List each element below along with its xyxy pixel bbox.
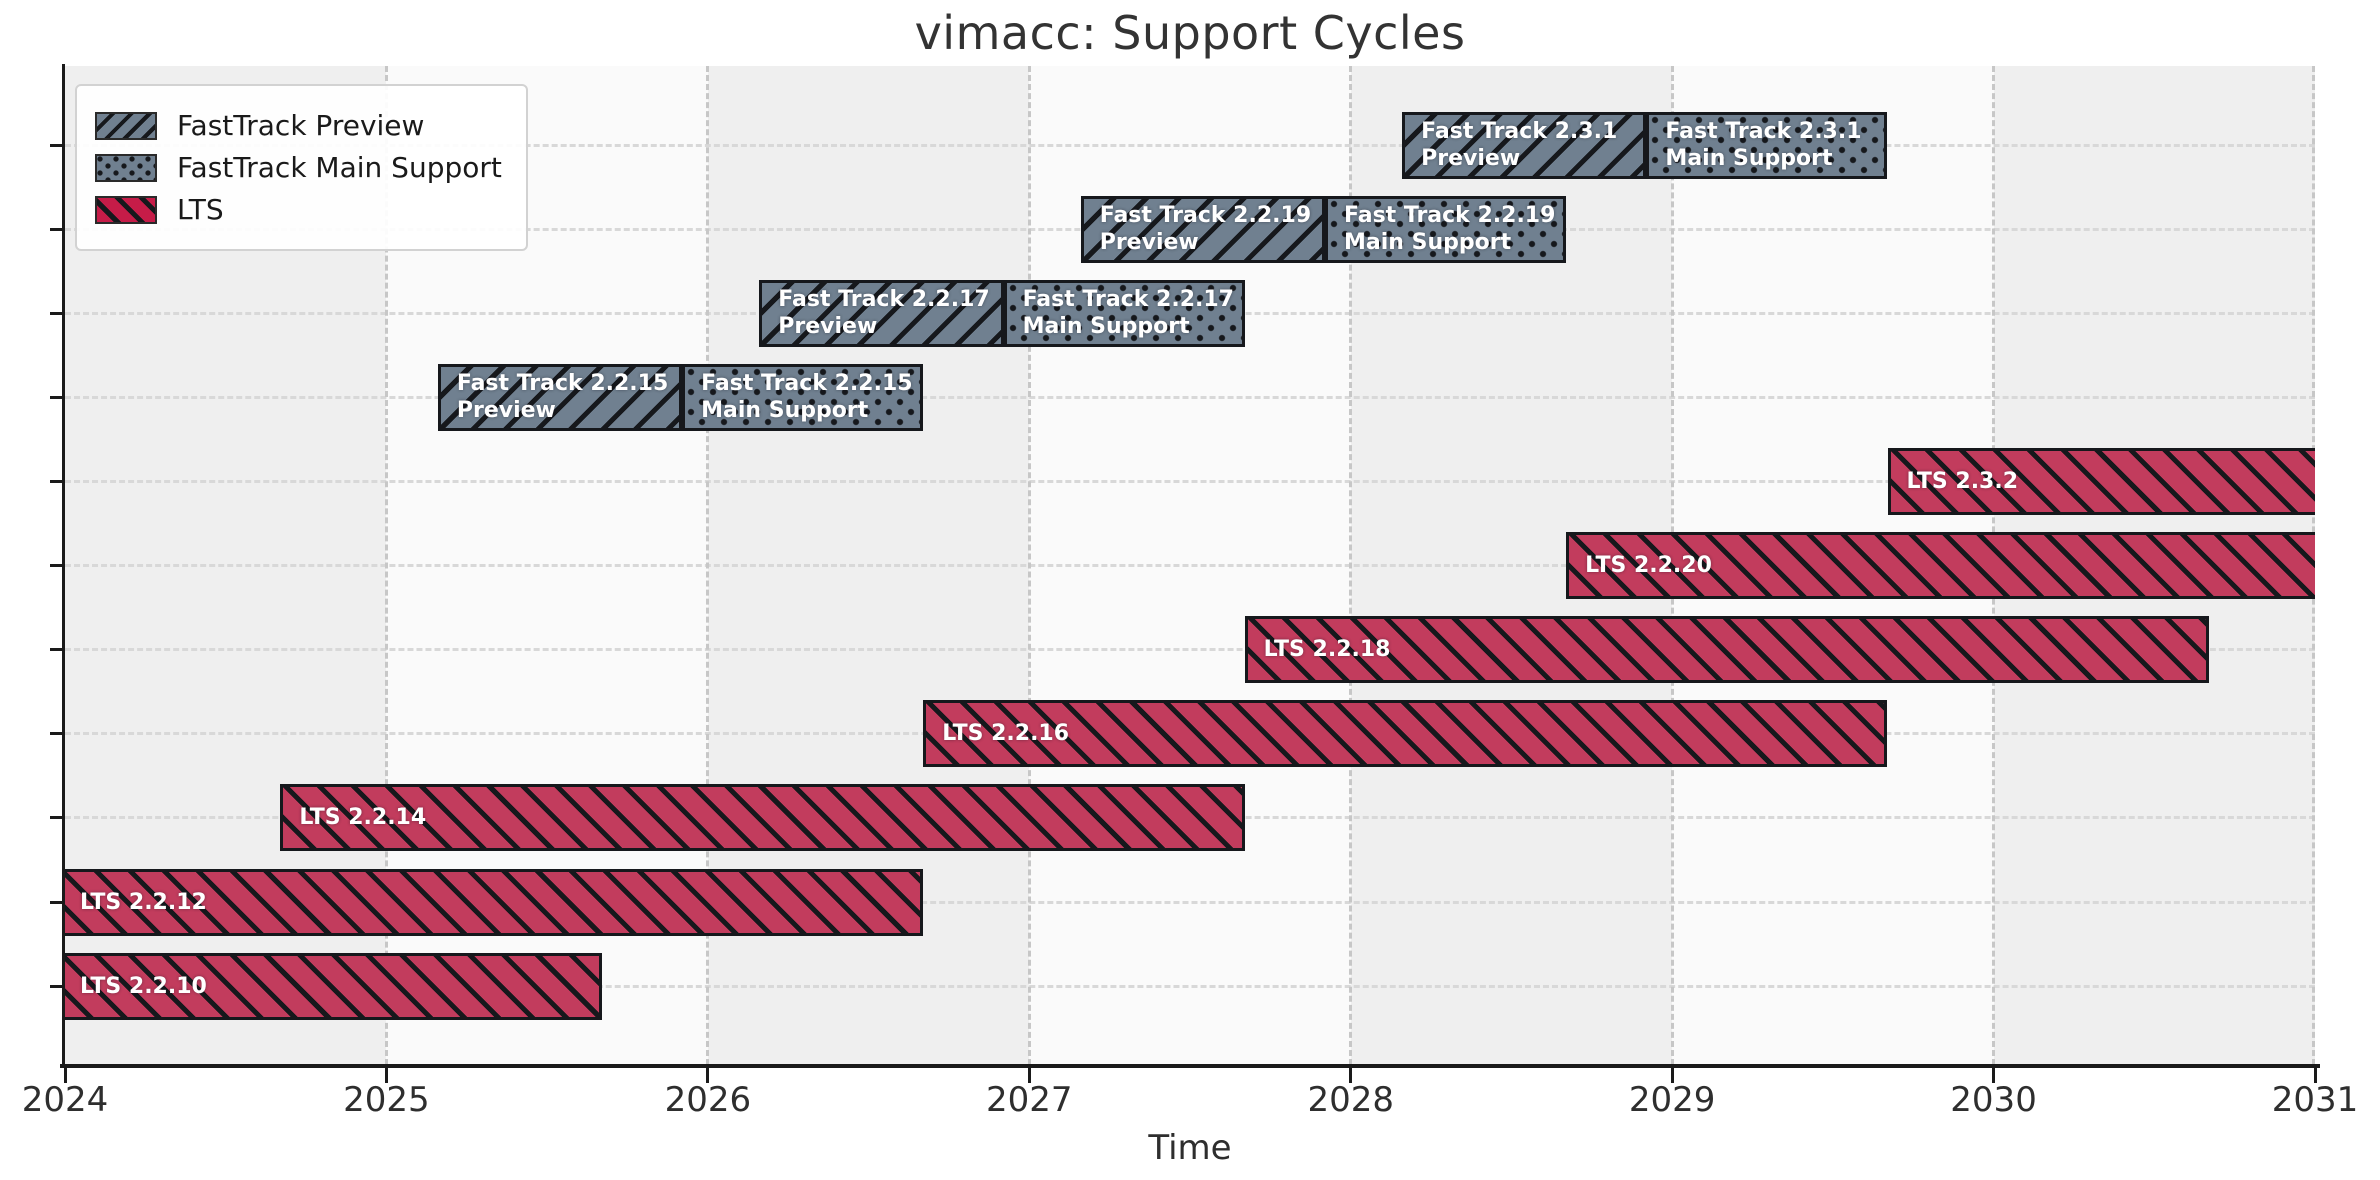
bar-label: Preview: [1421, 146, 1521, 172]
x-tick-label-2024: 2024: [21, 1080, 109, 1120]
bar-fast-track-2-2-19-main: Fast Track 2.2.19 Main Support: [1325, 195, 1567, 263]
y-tick: [50, 143, 63, 147]
bar-fast-track-2-3-1-preview: Fast Track 2.3.1 Preview: [1402, 111, 1647, 179]
bar-fast-track-2-2-19-preview: Fast Track 2.2.19 Preview: [1080, 195, 1325, 263]
year-gridline-2027: [1027, 66, 1031, 1065]
row-gridline: [65, 648, 2315, 652]
bar-fast-track-2-2-15-preview: Fast Track 2.2.15 Preview: [437, 363, 683, 431]
x-tick-2027: [1027, 1068, 1031, 1083]
bar-label: LTS 2.3.2: [1906, 469, 2019, 494]
x-axis-title: Time: [1148, 1128, 1232, 1168]
y-tick: [50, 311, 63, 315]
y-tick: [50, 227, 63, 231]
bar-label: LTS 2.2.16: [942, 721, 1070, 747]
year-gridline-2025: [384, 66, 388, 1065]
bar-label: Main Support: [1665, 146, 1833, 172]
x-tick-label-2027: 2027: [986, 1080, 1073, 1120]
bar-lts-2-2-20: LTS 2.2.20: [1566, 532, 2315, 600]
x-tick-2030: [1992, 1068, 1996, 1083]
legend-item-main: FastTrack Main Support: [95, 151, 502, 184]
bar-label: Preview: [456, 398, 556, 424]
x-tick-2024: [63, 1068, 67, 1083]
bar-label: Fast Track 2.3.1: [1665, 119, 1862, 145]
legend-item-preview: FastTrack Preview: [95, 109, 502, 142]
bar-label: Preview: [778, 314, 878, 340]
row-gridline: [65, 143, 2315, 147]
bar-label: Fast Track 2.2.19: [1344, 203, 1556, 229]
x-tick-2031: [2313, 1068, 2317, 1083]
bar-label: Fast Track 2.2.15: [456, 371, 669, 397]
row-gridline: [65, 900, 2315, 904]
bar-lts-2-2-14: LTS 2.2.14: [280, 784, 1245, 852]
row-gridline: [65, 564, 2315, 568]
y-tick: [50, 480, 63, 483]
x-tick-label-2028: 2028: [1307, 1080, 1394, 1120]
chart-title: vimacc: Support Cycles: [914, 6, 1466, 60]
bar-label: LTS 2.2.14: [299, 805, 427, 831]
bar-label: Preview: [1099, 230, 1199, 256]
bar-label: Fast Track 2.2.17: [1022, 287, 1234, 313]
y-tick: [50, 732, 63, 736]
y-tick: [50, 816, 63, 820]
row-gridline: [65, 395, 2315, 399]
bar-label: LTS 2.2.18: [1263, 637, 1391, 663]
bar-fast-track-2-2-15-main: Fast Track 2.2.15 Main Support: [682, 363, 924, 431]
x-tick-2028: [1349, 1068, 1353, 1083]
x-axis-spine: [60, 1064, 2320, 1068]
bar-lts-2-2-16: LTS 2.2.16: [923, 700, 1888, 768]
x-tick-label-2026: 2026: [664, 1080, 752, 1120]
x-tick-2029: [1670, 1068, 1674, 1083]
row-gridline: [65, 984, 2315, 988]
x-tick-label-2030: 2030: [1950, 1080, 2037, 1120]
bar-label: Fast Track 2.2.19: [1099, 203, 1312, 229]
bar-label: LTS 2.2.20: [1585, 553, 1712, 579]
y-tick: [50, 564, 63, 568]
y-tick: [50, 648, 63, 652]
legend-patch-main-icon: [95, 153, 157, 182]
bar-fast-track-2-2-17-preview: Fast Track 2.2.17 Preview: [759, 279, 1004, 347]
bar-fast-track-2-2-17-main: Fast Track 2.2.17 Main Support: [1003, 279, 1245, 347]
bar-lts-2-2-10: LTS 2.2.10: [65, 952, 602, 1020]
legend: FastTrack Preview FastTrack Main Support L…: [75, 84, 528, 251]
bar-lts-2-3-2: LTS 2.3.2: [1887, 448, 2315, 515]
y-axis-spine: [62, 64, 65, 1067]
legend-label-preview: FastTrack Preview: [177, 109, 425, 142]
x-tick-label-2025: 2025: [343, 1080, 430, 1120]
legend-item-lts: LTS: [95, 193, 502, 226]
y-tick: [50, 900, 63, 904]
legend-label-lts: LTS: [177, 193, 224, 226]
x-tick-2026: [706, 1068, 710, 1083]
x-tick-label-2031: 2031: [2271, 1080, 2359, 1120]
bar-label: Fast Track 2.2.17: [778, 287, 990, 313]
bar-label: Main Support: [1022, 314, 1190, 340]
year-gridline-2028: [1349, 66, 1353, 1065]
x-tick-label-2029: 2029: [1628, 1080, 1716, 1120]
bar-lts-2-2-12: LTS 2.2.12: [65, 868, 924, 936]
row-gridline: [65, 480, 2315, 483]
y-tick: [50, 395, 63, 399]
year-gridline-2026: [706, 66, 710, 1065]
legend-patch-lts-icon: [95, 195, 157, 224]
legend-patch-preview-icon: [95, 111, 157, 140]
bar-label: Fast Track 2.2.15: [701, 371, 913, 397]
bar-fast-track-2-3-1-main: Fast Track 2.3.1 Main Support: [1646, 111, 1888, 179]
bar-label: Fast Track 2.3.1: [1421, 119, 1618, 145]
bar-label: Main Support: [1344, 230, 1512, 256]
bar-label: LTS 2.2.12: [80, 889, 207, 915]
bar-label: LTS 2.2.10: [80, 973, 207, 999]
legend-label-main: FastTrack Main Support: [177, 151, 502, 184]
bar-lts-2-2-18: LTS 2.2.18: [1244, 616, 2209, 684]
bar-label: Main Support: [701, 398, 869, 424]
y-tick: [50, 984, 63, 988]
x-tick-2025: [384, 1068, 388, 1083]
